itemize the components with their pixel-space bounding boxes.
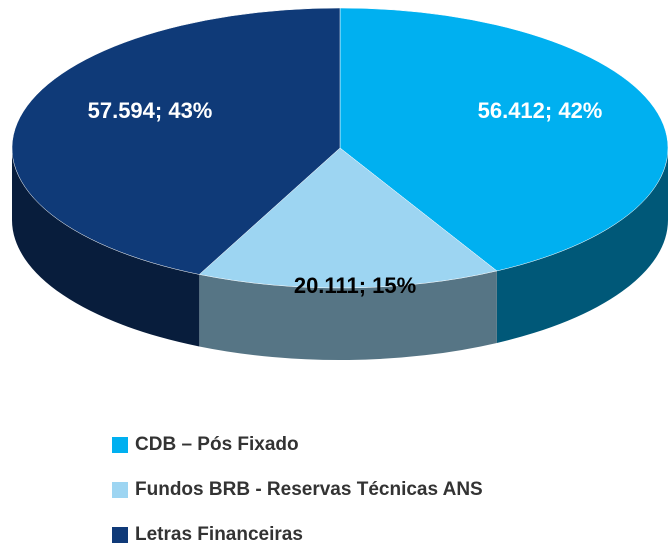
pie-slice-side (199, 270, 497, 360)
legend-label: Fundos BRB - Reservas Técnicas ANS (135, 479, 483, 500)
legend-swatch (112, 437, 128, 453)
legend-swatch (112, 482, 128, 498)
legend-label: Letras Financeiras (135, 524, 303, 545)
pie-slice-side (12, 148, 200, 347)
pie-slice (339, 7, 668, 272)
pie-slice-side (496, 148, 668, 343)
data-label: 56.412; 42% (478, 98, 603, 123)
pie-slice (11, 7, 341, 275)
pie-slice (198, 147, 498, 289)
legend-swatch (112, 527, 128, 543)
legend-label: CDB – Pós Fixado (135, 434, 299, 455)
data-label: 20.111; 15% (294, 273, 416, 298)
data-label: 57.594; 43% (88, 98, 213, 123)
